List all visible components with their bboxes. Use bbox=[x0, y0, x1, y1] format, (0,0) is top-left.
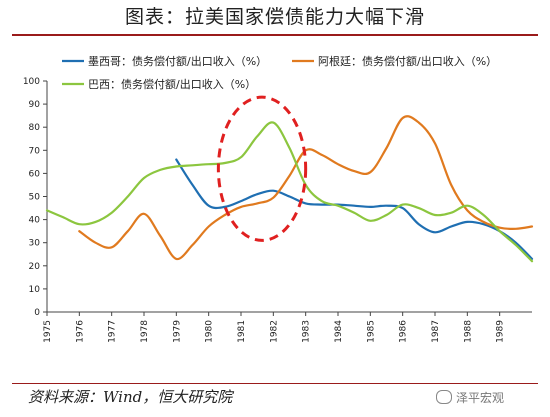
chart-annotations bbox=[216, 95, 308, 242]
x-tick-label: 1986 bbox=[399, 320, 409, 343]
x-tick-label: 1977 bbox=[108, 320, 118, 343]
x-tick-label: 1987 bbox=[431, 320, 441, 343]
legend-label-argentina: 阿根廷：债务偿付额/出口收入（%） bbox=[318, 54, 497, 68]
chart-series bbox=[45, 115, 534, 263]
wechat-icon bbox=[436, 390, 452, 404]
x-tick-label: 1985 bbox=[366, 320, 376, 343]
x-tick-label: 1982 bbox=[269, 320, 279, 343]
source-divider bbox=[12, 383, 538, 384]
highlight-ellipse bbox=[216, 95, 308, 242]
x-tick-label: 1975 bbox=[43, 320, 53, 343]
y-tick-label: 100 bbox=[23, 77, 40, 87]
series-line-mexico bbox=[175, 158, 534, 260]
y-tick-label: 40 bbox=[29, 216, 41, 226]
x-tick-label: 1984 bbox=[334, 320, 344, 343]
y-tick-label: 80 bbox=[29, 123, 41, 133]
y-tick-label: 70 bbox=[29, 146, 41, 156]
y-tick-label: 60 bbox=[29, 169, 41, 179]
watermark-text: 泽平宏观 bbox=[456, 391, 505, 405]
legend-label-brazil: 巴西：债务偿付额/出口收入（%） bbox=[88, 77, 256, 91]
chart-title-area: 图表：拉美国家偿债能力大幅下滑 bbox=[0, 0, 550, 34]
y-tick-label: 0 bbox=[34, 308, 40, 318]
chart-axes: 0 10 20 30 40 50 60 70 80 90 100 1975 1976 1977 1978 19… bbox=[23, 77, 532, 343]
y-tick-label: 20 bbox=[29, 262, 41, 272]
legend-label-mexico: 墨西哥：债务偿付额/出口收入（%） bbox=[88, 54, 267, 68]
y-tick-label: 90 bbox=[29, 100, 41, 110]
page-title: 图表：拉美国家偿债能力大幅下滑 bbox=[124, 6, 425, 28]
source-note: 资料来源：Wind，恒大研究院 bbox=[28, 388, 233, 406]
title-divider bbox=[12, 34, 538, 36]
y-tick-label: 30 bbox=[29, 239, 41, 249]
x-tick-label: 1976 bbox=[75, 320, 85, 343]
chart-legend: 墨西哥：债务偿付额/出口收入（%） 阿根廷：债务偿付额/出口收入（%） 巴西：债务偿… bbox=[62, 54, 497, 91]
x-tick-label: 1983 bbox=[302, 320, 312, 343]
x-tick-label: 1989 bbox=[496, 320, 506, 343]
x-tick-label: 1988 bbox=[463, 320, 473, 343]
series-line-argentina bbox=[78, 115, 534, 261]
watermark: 泽平宏观 bbox=[436, 389, 504, 406]
x-tick-label: 1981 bbox=[237, 320, 247, 343]
series-line-brazil bbox=[45, 121, 534, 263]
line-chart: 0 10 20 30 40 50 60 70 80 90 100 1975 1976 1977 1978 19… bbox=[23, 54, 534, 343]
y-tick-label: 50 bbox=[29, 193, 41, 203]
x-tick-label: 1980 bbox=[205, 320, 215, 343]
y-tick-label: 10 bbox=[29, 285, 41, 295]
x-tick-label: 1978 bbox=[140, 320, 150, 343]
x-tick-label: 1979 bbox=[172, 320, 182, 343]
